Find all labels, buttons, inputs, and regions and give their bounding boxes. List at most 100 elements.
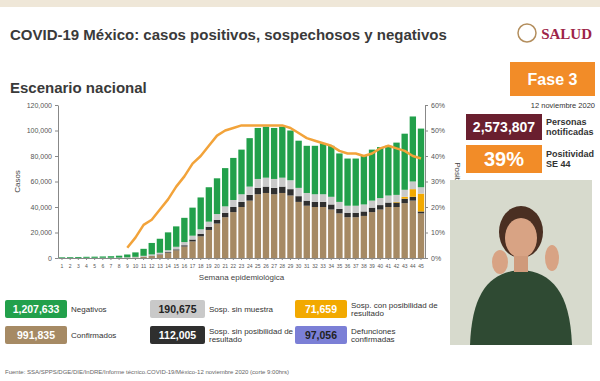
x-tick: 25 xyxy=(255,258,261,269)
bar xyxy=(287,196,293,258)
y2-tick-mark xyxy=(425,233,428,234)
bar xyxy=(287,131,293,181)
bar xyxy=(246,201,252,258)
x-tick-label: 14 xyxy=(165,263,171,269)
bar xyxy=(132,257,138,258)
bar xyxy=(124,257,130,258)
x-tick-label: 37 xyxy=(353,263,359,269)
x-tick-mark xyxy=(176,258,177,260)
bar xyxy=(83,258,89,259)
x-tick-mark xyxy=(110,258,111,260)
photo-hand xyxy=(492,250,508,274)
bar xyxy=(377,198,383,205)
bar xyxy=(410,189,416,197)
x-tick-mark xyxy=(217,258,218,260)
phase-box xyxy=(510,62,595,96)
bar xyxy=(91,257,97,258)
bar xyxy=(361,216,367,258)
bar xyxy=(206,227,212,230)
bar xyxy=(344,217,350,258)
bar xyxy=(189,241,195,258)
bar xyxy=(255,188,261,194)
bar xyxy=(279,127,285,178)
y-tick: 60,000 xyxy=(31,178,58,185)
bar xyxy=(149,254,155,255)
bar xyxy=(361,204,367,211)
bar xyxy=(67,257,73,258)
bar xyxy=(140,257,146,258)
notified-value: 2,573,807 xyxy=(473,119,535,135)
x-tick-mark xyxy=(151,258,152,260)
bar xyxy=(165,253,171,258)
y2-tick: 10% xyxy=(425,229,445,236)
bar xyxy=(222,206,228,212)
bar xyxy=(67,258,73,259)
bar xyxy=(393,143,399,195)
source: Fuente: SSA/SPPS/DGE/DIE/InDRE/Informe t… xyxy=(5,369,289,375)
bar xyxy=(344,213,350,217)
bar xyxy=(271,194,277,258)
y-tick: 80,000 xyxy=(31,153,58,160)
bar xyxy=(198,236,204,258)
notified-label: Personas notificadas xyxy=(546,117,594,137)
bar xyxy=(189,208,195,236)
bar xyxy=(320,143,326,194)
legend-box xyxy=(5,300,67,318)
bar xyxy=(402,134,408,190)
x-tick-mark xyxy=(421,258,422,260)
bar xyxy=(312,194,318,202)
bar xyxy=(271,188,277,194)
bar xyxy=(279,178,285,187)
bar xyxy=(385,146,391,196)
y2-tick-label: 50% xyxy=(431,127,445,134)
x-tick-label: 43 xyxy=(402,263,408,269)
x-tick-label: 36 xyxy=(345,263,351,269)
x-tick-label: 35 xyxy=(337,263,343,269)
x-tick: 26 xyxy=(263,258,269,269)
bar xyxy=(369,201,375,208)
x-tick-label: 9 xyxy=(126,263,129,269)
notified-box xyxy=(466,114,542,140)
bar xyxy=(263,178,269,187)
x-tick: 16 xyxy=(182,258,188,269)
bar xyxy=(116,256,122,258)
x-tick-label: 27 xyxy=(271,263,277,269)
x-tick: 38 xyxy=(361,258,367,269)
bar xyxy=(393,203,399,207)
bar xyxy=(263,187,269,193)
y2-tick-mark xyxy=(425,182,428,183)
bar xyxy=(189,240,195,242)
y-tick-mark xyxy=(55,258,58,259)
x-tick-label: 8 xyxy=(118,263,121,269)
x-tick: 7 xyxy=(110,258,113,269)
bar xyxy=(304,201,310,206)
bar xyxy=(402,203,408,258)
bar xyxy=(222,213,228,217)
bar xyxy=(312,207,318,258)
bar xyxy=(410,197,416,201)
x-tick-label: 23 xyxy=(239,263,245,269)
x-tick-label: 2 xyxy=(69,263,72,269)
bar xyxy=(124,254,130,257)
logo: SALUD xyxy=(541,26,592,42)
bar xyxy=(149,243,155,254)
y-tick-label: 100,000 xyxy=(27,127,52,134)
x-tick-mark xyxy=(233,258,234,260)
x-tick-label: 38 xyxy=(361,263,367,269)
bar xyxy=(181,247,187,258)
bar xyxy=(198,197,204,229)
bar xyxy=(336,209,342,213)
y-tick-mark xyxy=(55,182,58,183)
bar xyxy=(295,196,301,202)
x-tick-label: 4 xyxy=(85,263,88,269)
bar xyxy=(263,193,269,258)
bar xyxy=(336,213,342,258)
bar xyxy=(344,159,350,206)
bar xyxy=(83,257,89,258)
y-tick-label: 20,000 xyxy=(31,229,53,236)
x-tick-label: 32 xyxy=(312,263,318,269)
bar xyxy=(132,257,138,258)
x-tick-mark xyxy=(168,258,169,260)
y2-axis: 0%10%20%30%40%50%60% xyxy=(425,102,445,262)
x-tick-label: 31 xyxy=(304,263,310,269)
